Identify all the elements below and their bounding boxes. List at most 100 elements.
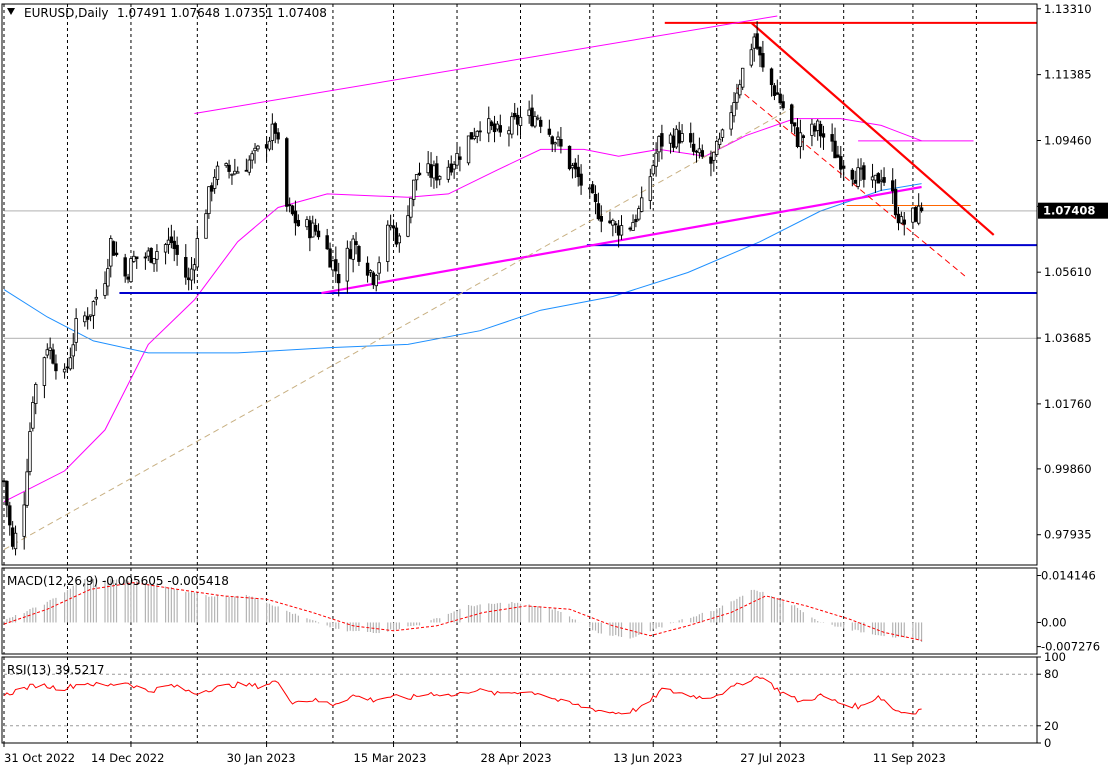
candle-body [106, 268, 110, 287]
candle [769, 67, 774, 97]
candle-body [637, 208, 641, 220]
candle-body [351, 238, 355, 260]
candle [365, 256, 370, 283]
trend-line [750, 21, 995, 236]
candle [668, 132, 673, 154]
candle-body [536, 117, 540, 120]
candle [22, 492, 26, 550]
candle [608, 211, 612, 225]
candle-body [547, 128, 552, 135]
candle [677, 121, 681, 153]
candle-body [631, 222, 635, 231]
candle-body [129, 258, 133, 283]
candle [781, 94, 785, 111]
candle [83, 311, 87, 327]
candle [515, 107, 520, 136]
candle-body [94, 296, 99, 300]
candle-body [579, 173, 583, 186]
candle [458, 146, 462, 172]
candle-body [573, 162, 578, 170]
candle [472, 127, 477, 141]
candle-body [236, 171, 240, 174]
candle-body [778, 93, 782, 104]
candle-body [916, 205, 921, 224]
candle [758, 46, 762, 68]
candle-body [331, 260, 335, 271]
candle-body [530, 107, 534, 127]
candle [273, 121, 277, 144]
candle [244, 158, 249, 172]
candle-body [305, 219, 309, 228]
candle [449, 155, 453, 176]
candle-body [68, 357, 73, 370]
candle-body [518, 116, 523, 127]
candle [348, 241, 352, 260]
candle [507, 126, 511, 147]
candle-body [175, 244, 179, 255]
candle-body [856, 167, 860, 187]
candle-body [472, 135, 477, 140]
candle [397, 233, 402, 253]
candle-body [316, 230, 321, 238]
candle-body [290, 205, 295, 215]
candle-body [556, 136, 560, 140]
candle-body [616, 225, 621, 236]
candle-body [10, 527, 15, 547]
x-tick-label: 28 Apr 2023 [481, 751, 552, 765]
candle [215, 161, 220, 186]
candle [394, 222, 399, 248]
candle [371, 270, 376, 290]
candle [813, 122, 817, 137]
candle [224, 162, 228, 168]
candle-body [22, 504, 26, 537]
x-tick-label: 30 Jan 2023 [227, 751, 296, 765]
candle-body [435, 163, 439, 181]
candle-body [345, 247, 350, 282]
candle-body [287, 204, 292, 207]
candle-body [386, 224, 390, 262]
candle-body [570, 165, 575, 169]
candle-body [354, 241, 358, 246]
candle-body [394, 227, 399, 245]
candle-body [146, 250, 150, 257]
candle-body [103, 283, 107, 296]
candle [334, 246, 338, 283]
candle-body [368, 270, 373, 273]
candle-body [308, 220, 312, 239]
candle [533, 111, 537, 129]
candle [135, 256, 139, 269]
candle-body [599, 215, 603, 222]
candle [296, 214, 301, 227]
candle [527, 100, 531, 124]
candle-body [2, 480, 6, 483]
macd-tick-label: 0.014146 [1041, 568, 1096, 582]
candle [207, 186, 211, 219]
chart-menu-triangle-icon[interactable] [7, 8, 15, 15]
candle [740, 67, 745, 91]
candle [729, 105, 733, 136]
candle-body [247, 159, 251, 173]
candle [671, 128, 676, 153]
candle [438, 175, 442, 186]
candle-body [374, 274, 378, 287]
candle-body [830, 134, 834, 142]
candle [732, 92, 736, 123]
candle-body [475, 130, 479, 137]
candle [62, 363, 67, 379]
candle-body [276, 132, 280, 140]
candle-body [227, 164, 231, 172]
candle-body [365, 262, 370, 276]
candle-body [813, 125, 817, 132]
price-tick-label: 0.99860 [1044, 462, 1092, 476]
candle [114, 241, 119, 257]
frame-layer [1, 3, 1038, 744]
candle-body [8, 505, 12, 526]
candle-body [798, 132, 803, 148]
candle-body [233, 170, 237, 175]
candle-body [109, 238, 113, 267]
candle [192, 258, 197, 284]
candle [498, 114, 503, 137]
candle [204, 209, 208, 239]
candle-body [469, 132, 474, 140]
